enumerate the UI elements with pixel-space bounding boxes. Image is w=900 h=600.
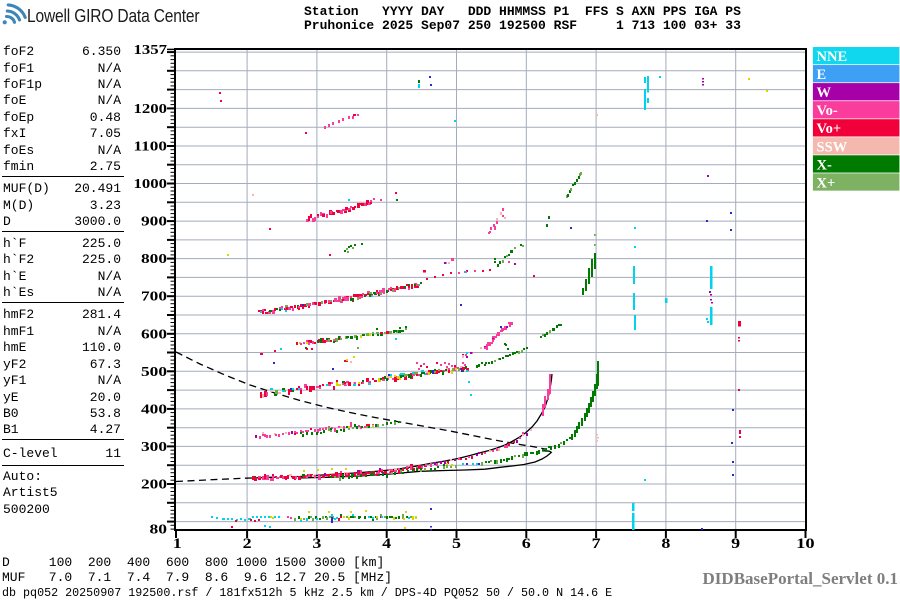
svg-text:X-: X- [817, 157, 832, 173]
svg-text:6: 6 [522, 536, 531, 552]
svg-text:Vo-: Vo- [817, 103, 838, 119]
svg-text:900: 900 [141, 214, 167, 229]
svg-text:1200: 1200 [134, 101, 168, 116]
svg-text:4: 4 [382, 536, 391, 552]
svg-text:400: 400 [141, 401, 167, 416]
svg-text:700: 700 [141, 289, 167, 304]
svg-text:1000: 1000 [134, 176, 168, 191]
svg-text:300: 300 [141, 439, 167, 454]
svg-text:2: 2 [243, 536, 252, 552]
svg-text:W: W [817, 85, 832, 101]
svg-text:200: 200 [141, 477, 167, 492]
svg-text:Vo+: Vo+ [817, 121, 842, 137]
svg-text:80: 80 [150, 522, 168, 537]
svg-text:NNE: NNE [817, 49, 848, 65]
svg-text:5: 5 [452, 536, 461, 552]
svg-text:8: 8 [661, 536, 670, 552]
svg-text:X+: X+ [817, 175, 836, 191]
svg-text:1357: 1357 [134, 42, 168, 57]
svg-text:E: E [817, 67, 827, 83]
svg-text:3: 3 [312, 536, 321, 552]
svg-text:SSW: SSW [817, 139, 848, 155]
svg-text:1100: 1100 [134, 139, 168, 154]
svg-text:1: 1 [173, 536, 182, 552]
svg-text:9: 9 [731, 536, 740, 552]
svg-text:500: 500 [141, 364, 167, 379]
svg-text:600: 600 [141, 326, 167, 341]
svg-text:7: 7 [592, 536, 601, 552]
svg-text:800: 800 [141, 251, 167, 266]
svg-text:10: 10 [796, 536, 815, 552]
